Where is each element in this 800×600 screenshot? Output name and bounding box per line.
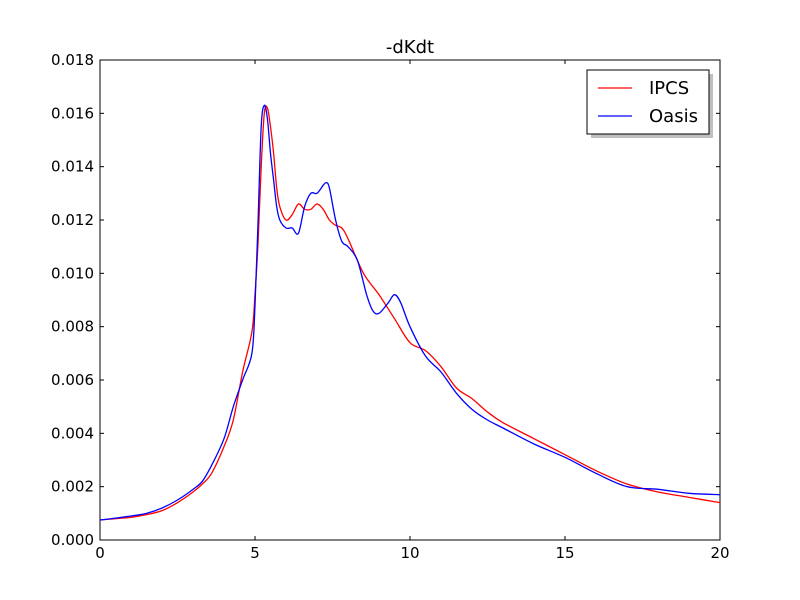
- legend-label-oasis: Oasis: [649, 106, 698, 127]
- y-tick-label: 0.018: [51, 51, 94, 69]
- chart-title: -dKdt: [386, 37, 434, 58]
- legend-label-ipcs: IPCS: [649, 78, 689, 99]
- x-tick-label: 5: [250, 544, 260, 562]
- axes: 0 5 10 15 20 0.000 0.002 0.004 0.006 0.008 0.010 0.…: [51, 51, 730, 562]
- y-tick-label: 0.014: [51, 158, 94, 176]
- x-tick-label: 0: [95, 544, 105, 562]
- legend: IPCS Oasis: [586, 69, 713, 138]
- y-tick-label: 0.012: [51, 211, 94, 229]
- y-tick-label: 0.004: [51, 424, 94, 442]
- legend-box: [586, 69, 710, 135]
- y-tick-label: 0.002: [51, 478, 94, 496]
- y-tick-label: 0.006: [51, 371, 94, 389]
- y-tick-label: 0.016: [51, 104, 94, 122]
- y-tick-label: 0.008: [51, 318, 94, 336]
- y-tick-label: 0.010: [51, 264, 94, 282]
- plot-frame: [99, 59, 721, 541]
- series-layer: [99, 104, 721, 521]
- series-line-ipcs: [99, 105, 721, 521]
- y-tick-label: 0.000: [51, 531, 94, 549]
- x-tick-label: 20: [710, 544, 729, 562]
- series-line-oasis: [99, 104, 721, 521]
- x-tick-label: 10: [400, 544, 419, 562]
- x-tick-label: 15: [555, 544, 574, 562]
